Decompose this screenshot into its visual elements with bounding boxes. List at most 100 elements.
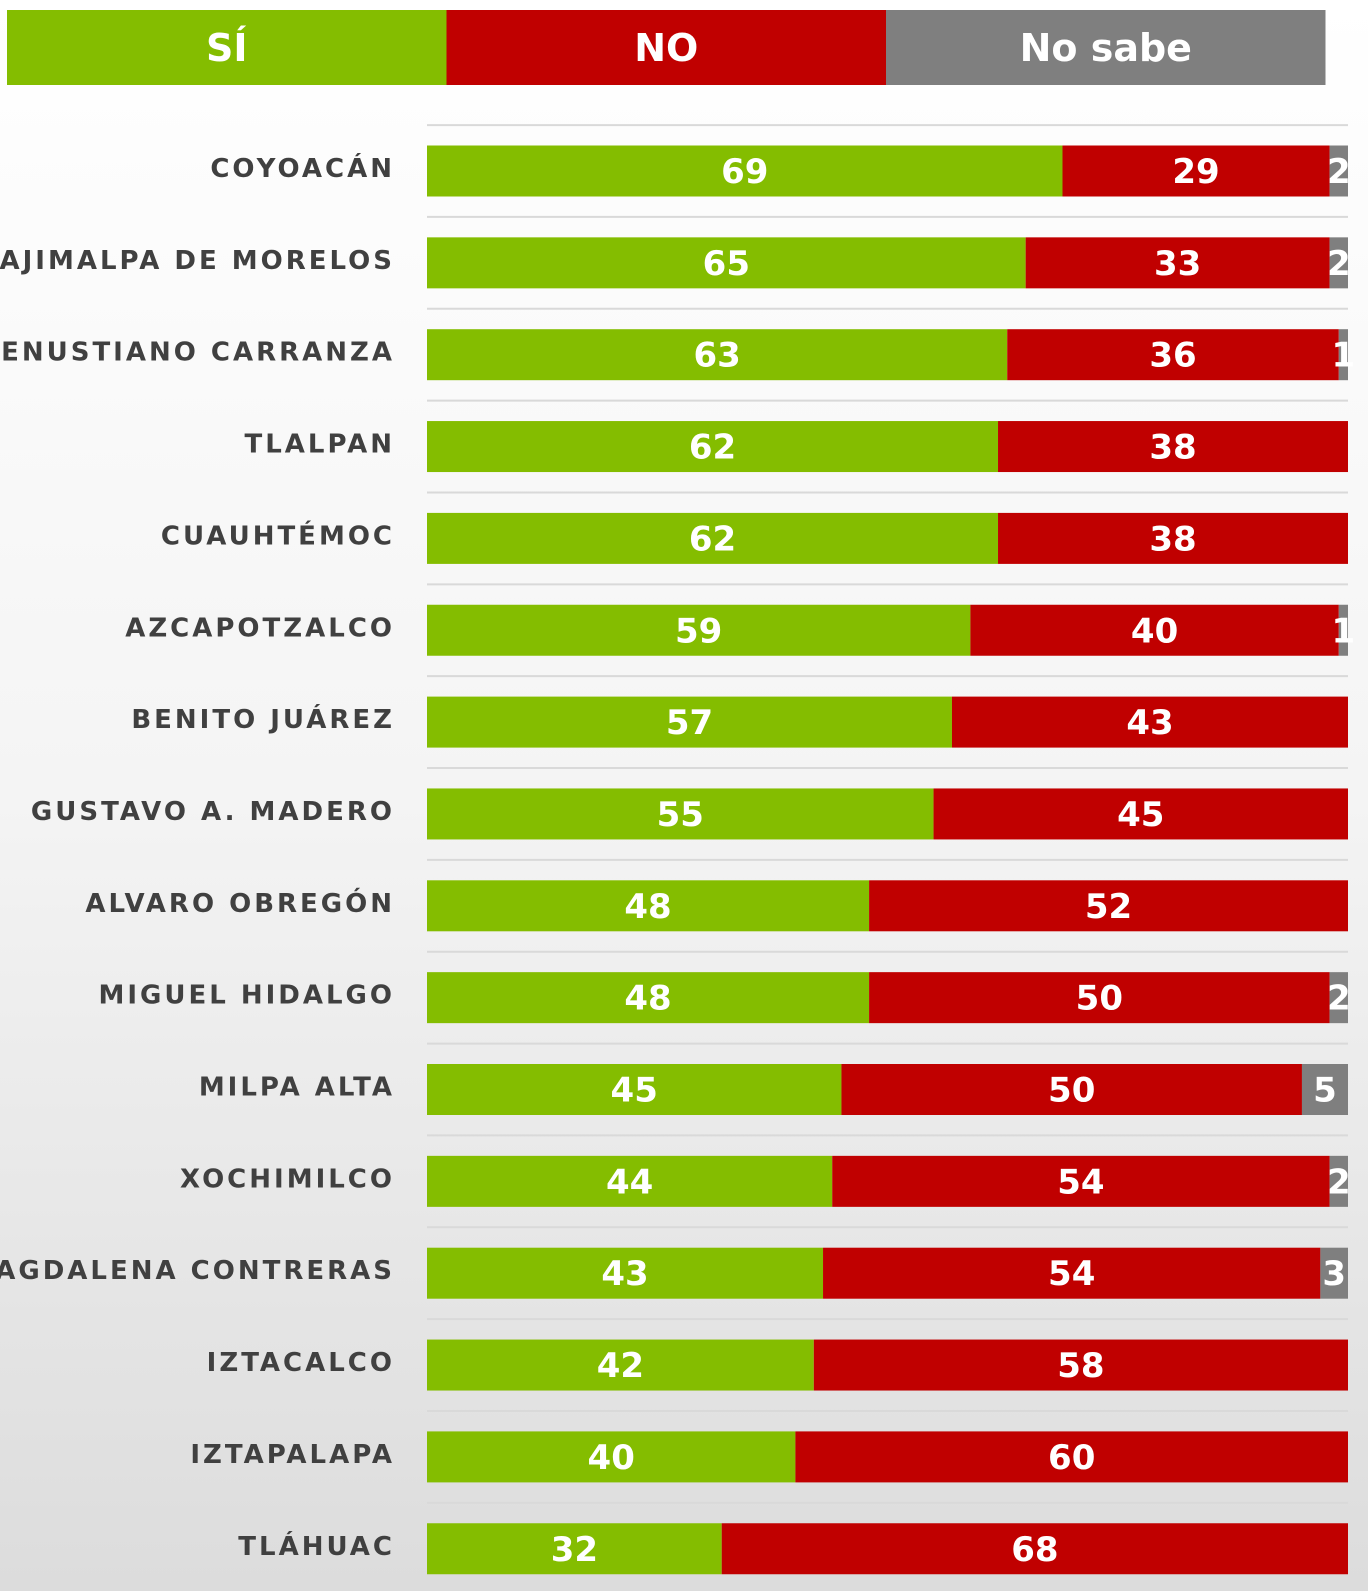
value-label: 54 xyxy=(1057,1162,1104,1202)
category-label: IZTAPALAPA xyxy=(190,1440,395,1470)
category-label: GUSTAVO A. MADERO xyxy=(31,797,395,827)
bar-segment xyxy=(427,1523,722,1575)
category-label: VENUSTIANO CARRANZA xyxy=(0,338,395,368)
bar-segment xyxy=(427,1247,824,1299)
value-label: 62 xyxy=(689,428,736,468)
category-label: TLÁHUAC xyxy=(238,1530,395,1562)
category-label: BENITO JUÁREZ xyxy=(131,703,395,735)
bar-segment xyxy=(1329,972,1348,1024)
value-label: 43 xyxy=(601,1254,648,1294)
bar-segment xyxy=(1338,604,1348,656)
value-label: 43 xyxy=(1126,703,1173,743)
legend-label: No sabe xyxy=(1020,26,1192,70)
bar-segment xyxy=(970,604,1339,656)
bar-segment xyxy=(427,1339,814,1391)
value-label: 36 xyxy=(1149,336,1196,376)
bar-segment xyxy=(1301,1064,1348,1115)
value-label: 55 xyxy=(657,795,704,835)
legend-label: NO xyxy=(634,26,698,70)
legend-swatch xyxy=(446,10,886,85)
bar-segment xyxy=(1062,145,1330,197)
bar-segment xyxy=(427,329,1008,381)
bar-segment xyxy=(1329,1155,1348,1207)
bar-segment xyxy=(813,1339,1348,1391)
legend-swatch xyxy=(886,10,1326,85)
category-label: COYOACÁN xyxy=(210,152,395,184)
value-label: 38 xyxy=(1149,428,1196,468)
bar-segment xyxy=(933,788,1348,840)
bar-segment xyxy=(832,1155,1330,1207)
bar-segment xyxy=(427,880,870,932)
bar-segment xyxy=(1338,329,1348,381)
value-label: 68 xyxy=(1011,1530,1058,1570)
bar-segment xyxy=(998,512,1348,564)
value-label: 44 xyxy=(606,1162,653,1202)
value-label: 50 xyxy=(1076,979,1123,1019)
value-label: 48 xyxy=(624,887,671,927)
bar-segment xyxy=(427,696,952,748)
value-label: 50 xyxy=(1048,1071,1095,1111)
category-label: AZCAPOTZALCO xyxy=(125,613,395,643)
value-label: 29 xyxy=(1172,152,1219,192)
value-label: 1 xyxy=(1332,336,1356,376)
bar-segment xyxy=(427,145,1063,197)
bar-segment xyxy=(841,1064,1302,1115)
value-label: 52 xyxy=(1085,887,1132,927)
value-label: 40 xyxy=(1131,611,1178,651)
value-label: 45 xyxy=(611,1071,658,1111)
value-label: 63 xyxy=(693,336,740,376)
legend-label: SÍ xyxy=(206,26,248,70)
bar-segment xyxy=(721,1523,1348,1575)
bar-segment xyxy=(795,1431,1348,1483)
category-label: MAGDALENA CONTRERAS xyxy=(0,1256,395,1286)
bar-segment xyxy=(1320,1247,1348,1299)
bar-segment xyxy=(427,604,971,656)
bar-segment xyxy=(427,1431,796,1483)
category-label: TLALPAN xyxy=(244,430,395,460)
bar-segment xyxy=(1329,237,1348,289)
value-label: 54 xyxy=(1048,1254,1095,1294)
value-label: 59 xyxy=(675,611,722,651)
value-label: 40 xyxy=(588,1438,635,1478)
value-label: 38 xyxy=(1149,519,1196,559)
value-label: 42 xyxy=(597,1346,644,1386)
bar-segment xyxy=(427,1155,833,1207)
value-label: 60 xyxy=(1048,1438,1095,1478)
bar-segment xyxy=(427,972,870,1024)
value-label: 45 xyxy=(1117,795,1164,835)
value-label: 65 xyxy=(703,244,750,284)
value-label: 58 xyxy=(1057,1346,1104,1386)
value-label: 2 xyxy=(1327,244,1351,284)
category-label: XOCHIMILCO xyxy=(180,1164,395,1194)
value-label: 62 xyxy=(689,519,736,559)
category-label: IZTACALCO xyxy=(207,1348,395,1378)
bar-segment xyxy=(427,1064,842,1115)
bar-segment xyxy=(427,237,1026,289)
value-label: 48 xyxy=(624,979,671,1019)
value-label: 3 xyxy=(1322,1254,1346,1294)
bar-segment xyxy=(427,421,999,473)
category-label: UAJIMALPA DE MORELOS xyxy=(0,246,395,276)
bar-segment xyxy=(951,696,1348,748)
value-label: 2 xyxy=(1327,152,1351,192)
category-label: MIGUEL HIDALGO xyxy=(98,981,395,1011)
bar-segment xyxy=(823,1247,1321,1299)
bar-segment xyxy=(427,788,934,840)
category-label: MILPA ALTA xyxy=(199,1073,395,1103)
category-label: ALVARO OBREGÓN xyxy=(85,887,395,919)
bar-segment xyxy=(427,512,999,564)
value-label: 69 xyxy=(721,152,768,192)
value-label: 33 xyxy=(1154,244,1201,284)
bar-segment xyxy=(1329,145,1348,197)
bar-segment xyxy=(998,421,1348,473)
bar-segment xyxy=(869,972,1330,1024)
value-label: 5 xyxy=(1313,1071,1337,1111)
category-label: CUAUHTÉMOC xyxy=(161,519,395,551)
legend-swatch xyxy=(7,10,447,85)
bar-segment xyxy=(1007,329,1339,381)
value-label: 57 xyxy=(666,703,713,743)
value-label: 32 xyxy=(551,1530,598,1570)
value-label: 2 xyxy=(1327,979,1351,1019)
